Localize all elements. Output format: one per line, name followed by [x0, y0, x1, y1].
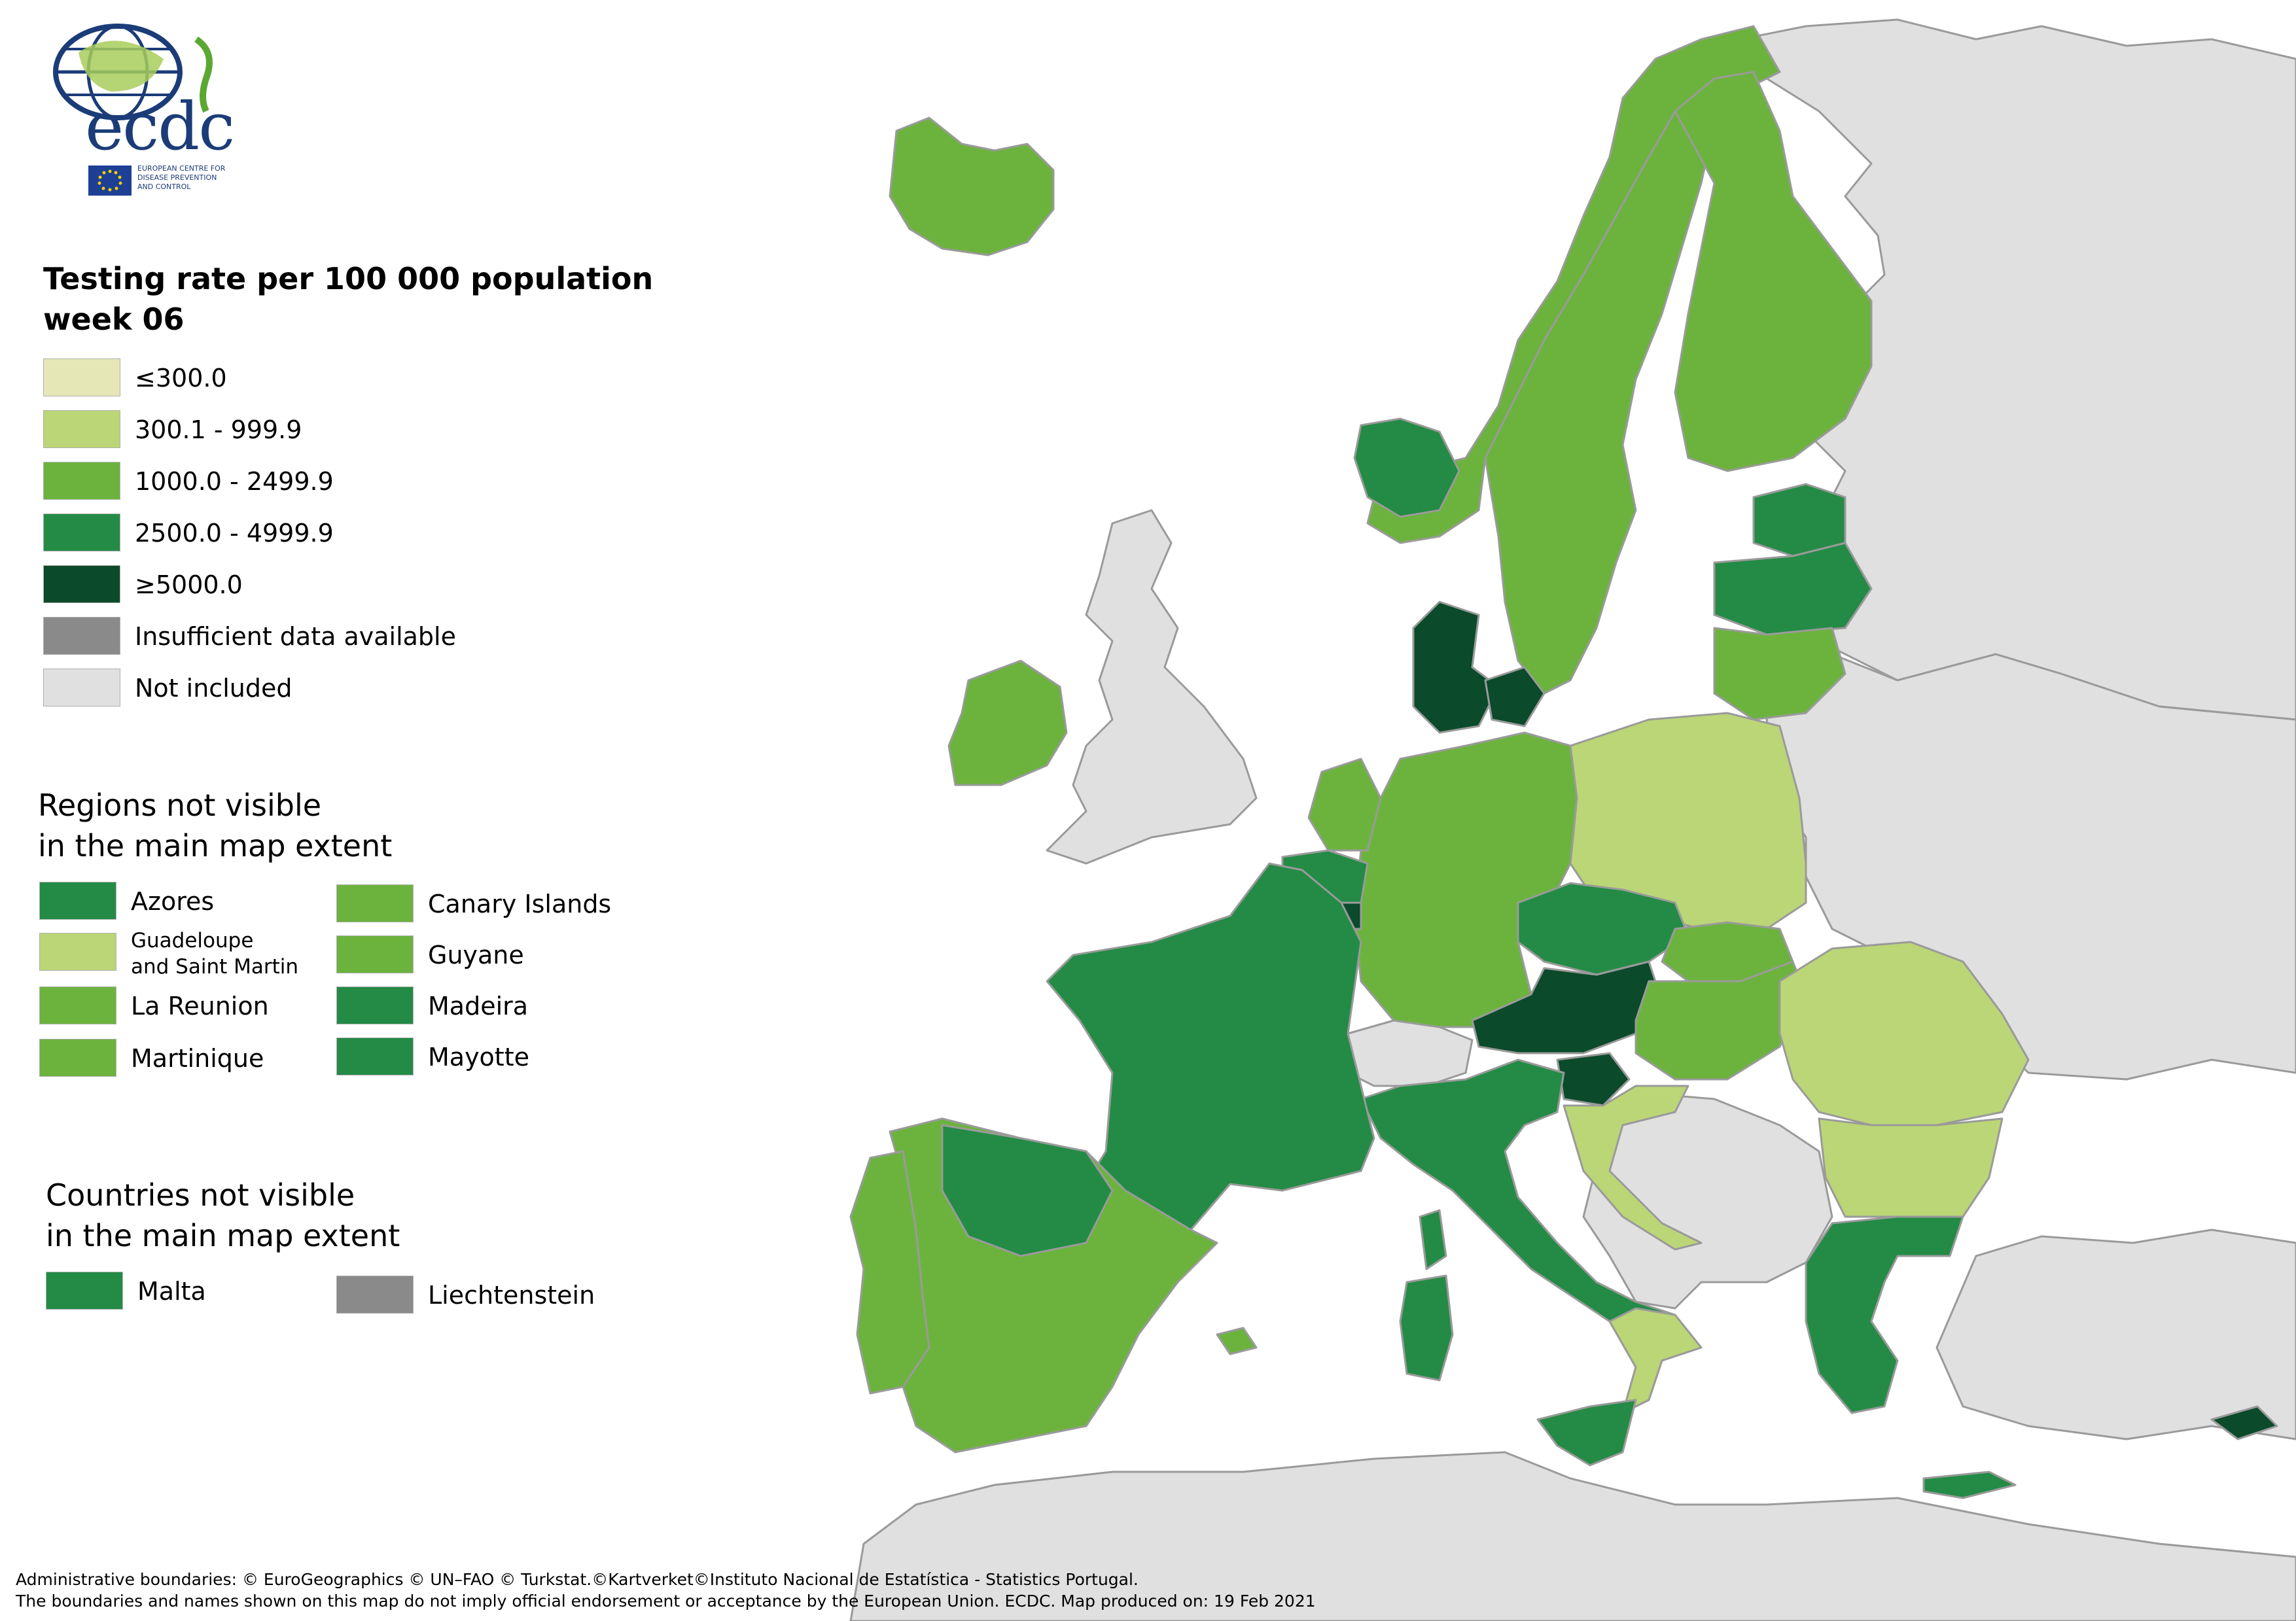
- legend-swatch: [39, 1039, 116, 1077]
- map-portugal: [849, 1150, 930, 1395]
- map-crete: [1922, 1471, 2017, 1499]
- legend-swatch: [336, 884, 414, 922]
- map-corsica: [1419, 1209, 1447, 1270]
- map-denmark: [1412, 601, 1500, 734]
- legend-swatch: [336, 986, 414, 1024]
- legend-label: Not included: [135, 674, 292, 703]
- countries-section-title: Countries not visible in the main map ex…: [46, 1175, 400, 1256]
- map-north-africa: [849, 1451, 2296, 1621]
- region-label-line: and Saint Martin: [131, 955, 299, 979]
- section-title-line: in the main map extent: [38, 828, 393, 863]
- region-label: Azores: [131, 887, 215, 916]
- legend-label: Insufficient data available: [135, 622, 456, 651]
- map-hungary: [1634, 960, 1807, 1081]
- map-lithuania: [1713, 627, 1846, 721]
- legend-swatch: [43, 565, 120, 603]
- map-turkey: [1935, 1229, 2296, 1440]
- eu-flag-icon: [88, 166, 132, 196]
- legend-swatch: [46, 1272, 123, 1310]
- map-finland: [1674, 71, 1873, 472]
- regions-section-title: Regions not visible in the main map exte…: [38, 785, 392, 866]
- map-sweden: [1484, 110, 1716, 695]
- legend-swatch: [43, 462, 120, 500]
- map-ireland: [947, 659, 1068, 786]
- country-label: Malta: [137, 1277, 206, 1306]
- legend-swatch: [39, 933, 116, 971]
- map-slovenia: [1556, 1052, 1631, 1107]
- logo-wordmark: ecdc: [85, 88, 235, 165]
- region-label: Madeira: [428, 992, 529, 1020]
- region-label: Martinique: [131, 1044, 264, 1073]
- footer-line: The boundaries and names shown on this m…: [16, 1592, 1316, 1611]
- legend-swatch: [336, 1276, 414, 1314]
- legend-swatch: [336, 935, 414, 973]
- logo-subtitle-line: DISEASE PREVENTION: [137, 173, 217, 182]
- map-sardinia: [1399, 1274, 1454, 1382]
- map-balkans-nonmember: [1582, 1091, 1833, 1310]
- map-france: [1046, 862, 1375, 1231]
- legend-title-line: Testing rate per 100 000 population: [43, 261, 654, 296]
- legend-label: ≥5000.0: [135, 570, 243, 599]
- map-greece: [1805, 1215, 1964, 1414]
- map-romania: [1778, 941, 2030, 1126]
- map-poland: [1569, 712, 1807, 930]
- map-denmark-islands: [1484, 666, 1545, 727]
- logo-subtitle: EUROPEAN CENTRE FOR DISEASE PREVENTION A…: [137, 164, 268, 192]
- legend-swatch: [336, 1037, 414, 1075]
- section-title-line: Regions not visible: [38, 788, 322, 823]
- map-sicily: [1536, 1399, 1637, 1467]
- region-label: La Reunion: [131, 992, 269, 1020]
- map-estonia: [1752, 483, 1846, 557]
- footer-credits: Administrative boundaries: © EuroGeograp…: [16, 1569, 1316, 1612]
- legend-swatch: [43, 669, 120, 706]
- map-balearics: [1216, 1327, 1258, 1355]
- legend-label: 300.1 - 999.9: [135, 415, 302, 444]
- section-title-line: Countries not visible: [46, 1177, 355, 1213]
- legend-swatch: [43, 358, 120, 396]
- logo-subtitle-line: EUROPEAN CENTRE FOR: [137, 164, 226, 173]
- legend-swatch: [39, 986, 116, 1024]
- map-cyprus: [2210, 1405, 2278, 1440]
- legend-swatch: [43, 410, 120, 448]
- map-switzerland: [1347, 1019, 1474, 1087]
- map-iceland: [889, 116, 1055, 256]
- legend-swatch: [39, 882, 116, 920]
- legend-label: 1000.0 - 2499.9: [135, 467, 334, 496]
- region-label: Guyane: [428, 941, 524, 969]
- map-spain-north: [941, 1124, 1114, 1257]
- ecdc-globe-icon: [53, 24, 213, 120]
- region-label-line: Guadeloupe: [131, 929, 254, 952]
- legend-swatch: [43, 514, 120, 551]
- map-bulgaria: [1818, 1117, 2004, 1218]
- region-label: Canary Islands: [428, 890, 612, 918]
- footer-line: Administrative boundaries: © EuroGeograp…: [16, 1570, 1139, 1589]
- map-netherlands: [1307, 758, 1382, 852]
- map-uk: [1046, 509, 1258, 865]
- map-italy-south: [1608, 1307, 1703, 1414]
- map-norway-west: [1353, 417, 1460, 518]
- logo-subtitle-line: AND CONTROL: [137, 183, 191, 191]
- map-latvia: [1713, 542, 1873, 636]
- section-title-line: in the main map extent: [46, 1218, 400, 1253]
- legend-label: 2500.0 - 4999.9: [135, 519, 334, 548]
- region-label: Mayotte: [428, 1043, 529, 1072]
- map-croatia: [1563, 1085, 1703, 1251]
- country-label: Liechtenstein: [428, 1281, 595, 1310]
- region-label: Guadeloupe and Saint Martin: [131, 928, 298, 980]
- legend-title-line: week 06: [43, 302, 185, 337]
- legend-title: Testing rate per 100 000 population week…: [43, 258, 653, 340]
- legend-swatch: [43, 617, 120, 655]
- legend-label: ≤300.0: [135, 364, 227, 392]
